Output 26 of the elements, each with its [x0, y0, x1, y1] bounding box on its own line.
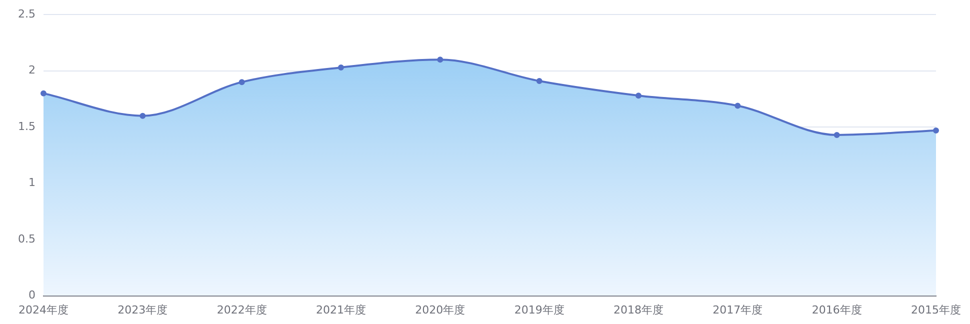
y-tick-label: 2.5 — [18, 7, 36, 20]
x-tick-label: 2023年度 — [118, 303, 168, 316]
point — [834, 132, 840, 138]
y-tick-label: 1 — [28, 176, 36, 190]
x-tick-label: 2022年度 — [216, 303, 267, 316]
point — [437, 56, 444, 63]
x-tick-label: 2017年度 — [712, 303, 763, 316]
point — [40, 90, 46, 96]
x-tick-label: 2019年度 — [514, 303, 564, 316]
point — [933, 127, 939, 134]
y-tick-label: 2 — [28, 64, 36, 77]
x-tick-label: 2015年度 — [911, 303, 961, 316]
point — [536, 78, 542, 84]
point — [734, 102, 741, 109]
y-tick-label: 1.5 — [18, 120, 36, 133]
point — [140, 112, 146, 119]
point — [238, 79, 245, 86]
x-tick-label: 2018年度 — [614, 303, 664, 316]
point — [338, 64, 344, 70]
x-tick-label: 2016年度 — [812, 303, 862, 316]
x-tick-label: 2020年度 — [415, 303, 466, 316]
y-tick-label: 0 — [28, 288, 36, 302]
point — [636, 92, 642, 99]
x-tick-label: 2021年度 — [316, 303, 366, 316]
y-tick-label: 0.5 — [18, 232, 36, 246]
x-tick-label: 2024年度 — [18, 303, 68, 316]
